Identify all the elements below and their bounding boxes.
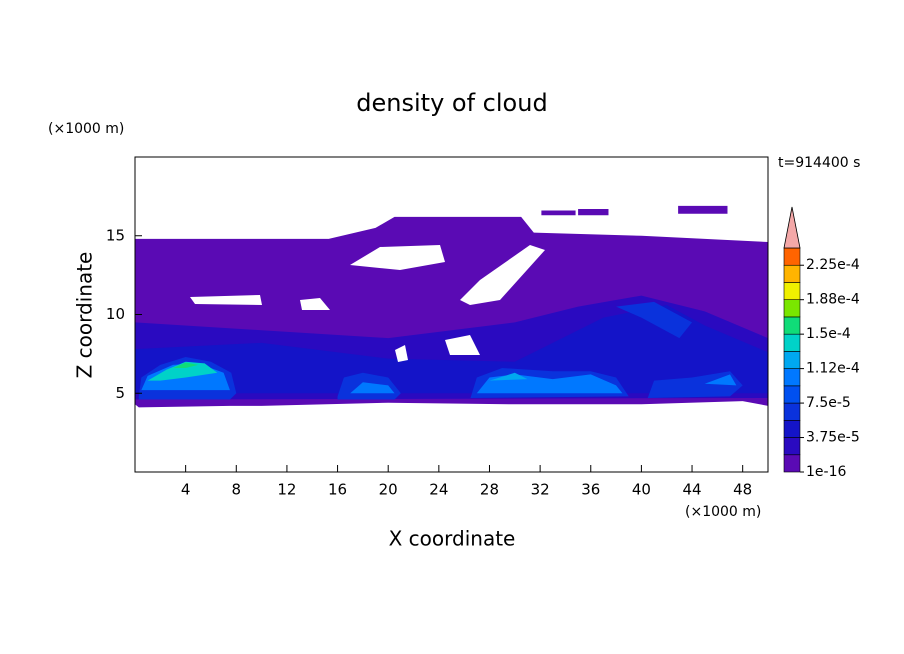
- x-tick-label: 44: [682, 481, 701, 499]
- x-tick-label: 40: [632, 481, 651, 499]
- colorbar-band: [783, 402, 801, 421]
- x-tick-label: 36: [581, 481, 600, 499]
- colorbar-extend: [783, 206, 801, 249]
- x-tick-label: 28: [480, 481, 499, 499]
- contour-region: [678, 205, 728, 214]
- contour-region: [489, 372, 528, 381]
- y-tick-label: 5: [115, 384, 125, 402]
- colorbar-band: [783, 282, 801, 300]
- colorbar-band: [783, 247, 801, 266]
- clear-area: [300, 298, 330, 310]
- colorbar-tick-label: 1e-16: [806, 464, 846, 480]
- colorbar-band: [783, 264, 801, 283]
- x-tick-label: 8: [232, 481, 242, 499]
- contour-region: [350, 382, 395, 394]
- colorbar-band: [783, 420, 801, 438]
- colorbar-tick-label: 3.75e-5: [806, 430, 860, 446]
- x-tick-label: 24: [429, 481, 448, 499]
- clear-area: [190, 295, 262, 305]
- contour-region: [135, 305, 768, 394]
- colorbar-tick-label: 1.88e-4: [806, 292, 860, 308]
- y-tick-label: 10: [106, 305, 125, 323]
- contour-region: [647, 371, 743, 398]
- x-axis-title: X coordinate: [389, 527, 516, 551]
- y-tick-label: 15: [106, 226, 125, 244]
- clear-area: [350, 245, 445, 270]
- colorbar-band: [783, 333, 801, 352]
- colorbar-tick-label: 1.5e-4: [806, 326, 851, 342]
- colorbar-band: [783, 351, 801, 369]
- chart-title: density of cloud: [356, 89, 547, 117]
- colorbar-band: [783, 437, 801, 456]
- x-unit: (×1000 m): [685, 504, 761, 520]
- x-tick-label: 12: [277, 481, 296, 499]
- colorbar-band: [783, 385, 801, 404]
- time-label: t=914400 s: [778, 155, 860, 171]
- contour-region: [704, 374, 737, 386]
- colorbar-tick-label: 7.5e-5: [806, 395, 851, 411]
- x-tick-label: 16: [328, 481, 347, 499]
- x-tick-label: 4: [181, 481, 191, 499]
- x-tick-label: 32: [531, 481, 550, 499]
- y-unit: (×1000 m): [48, 121, 124, 137]
- colorbar-band: [783, 454, 801, 473]
- contour-region: [578, 208, 609, 216]
- x-tick-label: 48: [733, 481, 752, 499]
- colorbar-band: [783, 299, 801, 318]
- clear-area: [445, 335, 480, 355]
- clear-area: [395, 345, 408, 362]
- contour-region: [172, 362, 199, 369]
- contour-region: [616, 301, 693, 339]
- contour-region: [147, 361, 218, 381]
- y-axis-title: Z coordinate: [73, 252, 97, 379]
- clear-area: [460, 245, 545, 305]
- x-tick-label: 20: [379, 481, 398, 499]
- colorbar-band: [783, 316, 801, 335]
- colorbar-tick-label: 2.25e-4: [806, 257, 860, 273]
- colorbar-band: [783, 368, 801, 387]
- colorbar-tick-label: 1.12e-4: [806, 361, 860, 377]
- contour-region: [541, 210, 576, 216]
